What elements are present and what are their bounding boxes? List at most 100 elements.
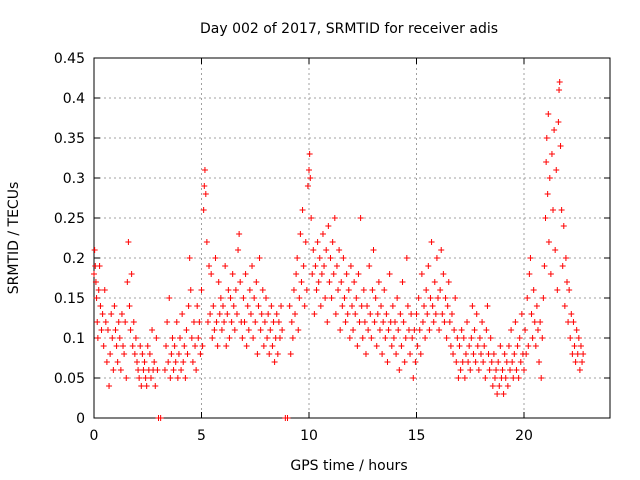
data-point <box>224 311 231 317</box>
data-point <box>364 303 371 309</box>
data-point <box>554 287 561 293</box>
y-tick-label: 0.05 <box>54 371 85 387</box>
data-point <box>94 335 101 341</box>
data-point <box>130 319 137 325</box>
data-point <box>309 271 316 277</box>
data-point <box>306 151 313 157</box>
data-point <box>390 335 397 341</box>
data-point <box>457 367 464 373</box>
data-point <box>517 359 524 365</box>
data-point <box>223 343 230 349</box>
data-point <box>102 319 109 325</box>
data-point <box>240 295 247 301</box>
data-point <box>135 367 142 373</box>
data-point <box>166 295 173 301</box>
data-point <box>186 255 193 261</box>
data-point <box>401 359 408 365</box>
data-point <box>538 375 545 381</box>
data-point <box>510 375 517 381</box>
data-point <box>120 343 127 349</box>
data-point <box>561 303 568 309</box>
data-point <box>403 255 410 261</box>
data-point <box>521 367 527 373</box>
data-point <box>354 343 361 349</box>
data-point <box>486 367 493 373</box>
data-point <box>471 327 478 333</box>
data-point <box>114 359 121 365</box>
data-point <box>313 287 320 293</box>
data-point <box>453 359 460 365</box>
data-point <box>357 215 364 221</box>
data-point <box>382 335 389 341</box>
data-points <box>91 79 587 421</box>
data-point <box>373 343 380 349</box>
data-point <box>303 287 310 293</box>
data-point <box>528 311 535 317</box>
data-point <box>438 247 445 253</box>
data-point <box>284 415 291 421</box>
data-point <box>341 295 348 301</box>
y-tick-label: 0.4 <box>63 91 85 107</box>
data-point <box>317 303 324 309</box>
data-point <box>306 167 312 173</box>
data-point <box>400 319 407 325</box>
data-point <box>171 343 178 349</box>
chart-title: Day 002 of 2017, SRMTID for receiver adi… <box>200 21 498 37</box>
data-point <box>526 271 533 277</box>
data-point <box>153 335 160 341</box>
data-point <box>261 319 268 325</box>
data-point <box>417 351 424 357</box>
data-point <box>454 335 461 341</box>
data-point <box>436 327 443 333</box>
x-tick-label: 0 <box>90 428 99 444</box>
data-point <box>393 351 400 357</box>
data-point <box>233 311 240 317</box>
data-point <box>228 319 235 325</box>
data-point <box>236 231 243 237</box>
data-point <box>91 271 97 277</box>
x-tick-label: 15 <box>408 428 426 444</box>
data-point <box>107 351 114 357</box>
data-point <box>560 223 567 229</box>
data-point <box>345 287 352 293</box>
data-point <box>209 335 216 341</box>
data-point <box>266 351 273 357</box>
data-point <box>301 303 308 309</box>
data-point <box>430 319 437 325</box>
data-point <box>367 311 374 317</box>
data-point <box>543 159 550 165</box>
data-point <box>383 311 390 317</box>
data-point <box>375 279 382 285</box>
data-point <box>366 263 373 269</box>
data-point <box>292 311 299 317</box>
data-point <box>558 207 565 213</box>
data-point <box>157 415 164 421</box>
data-point <box>505 343 512 349</box>
data-point <box>92 279 99 285</box>
data-point <box>515 375 522 381</box>
data-point <box>178 367 185 373</box>
data-point <box>399 279 406 285</box>
data-point <box>386 271 393 277</box>
data-point <box>144 343 151 349</box>
data-point <box>539 335 546 341</box>
data-point <box>253 279 260 285</box>
data-point <box>290 287 297 293</box>
data-point <box>444 303 451 309</box>
data-point <box>512 319 519 325</box>
grid-lines <box>94 58 610 418</box>
data-point <box>198 287 205 293</box>
data-point <box>423 287 430 293</box>
data-point <box>421 303 428 309</box>
data-point <box>336 247 343 253</box>
data-point <box>501 351 508 357</box>
data-point <box>576 367 583 373</box>
data-point <box>352 311 359 317</box>
data-point <box>504 383 511 389</box>
data-point <box>190 319 197 325</box>
data-point <box>220 303 226 309</box>
data-point <box>482 375 489 381</box>
data-point <box>435 295 441 301</box>
x-axis-label: GPS time / hours <box>290 458 407 474</box>
